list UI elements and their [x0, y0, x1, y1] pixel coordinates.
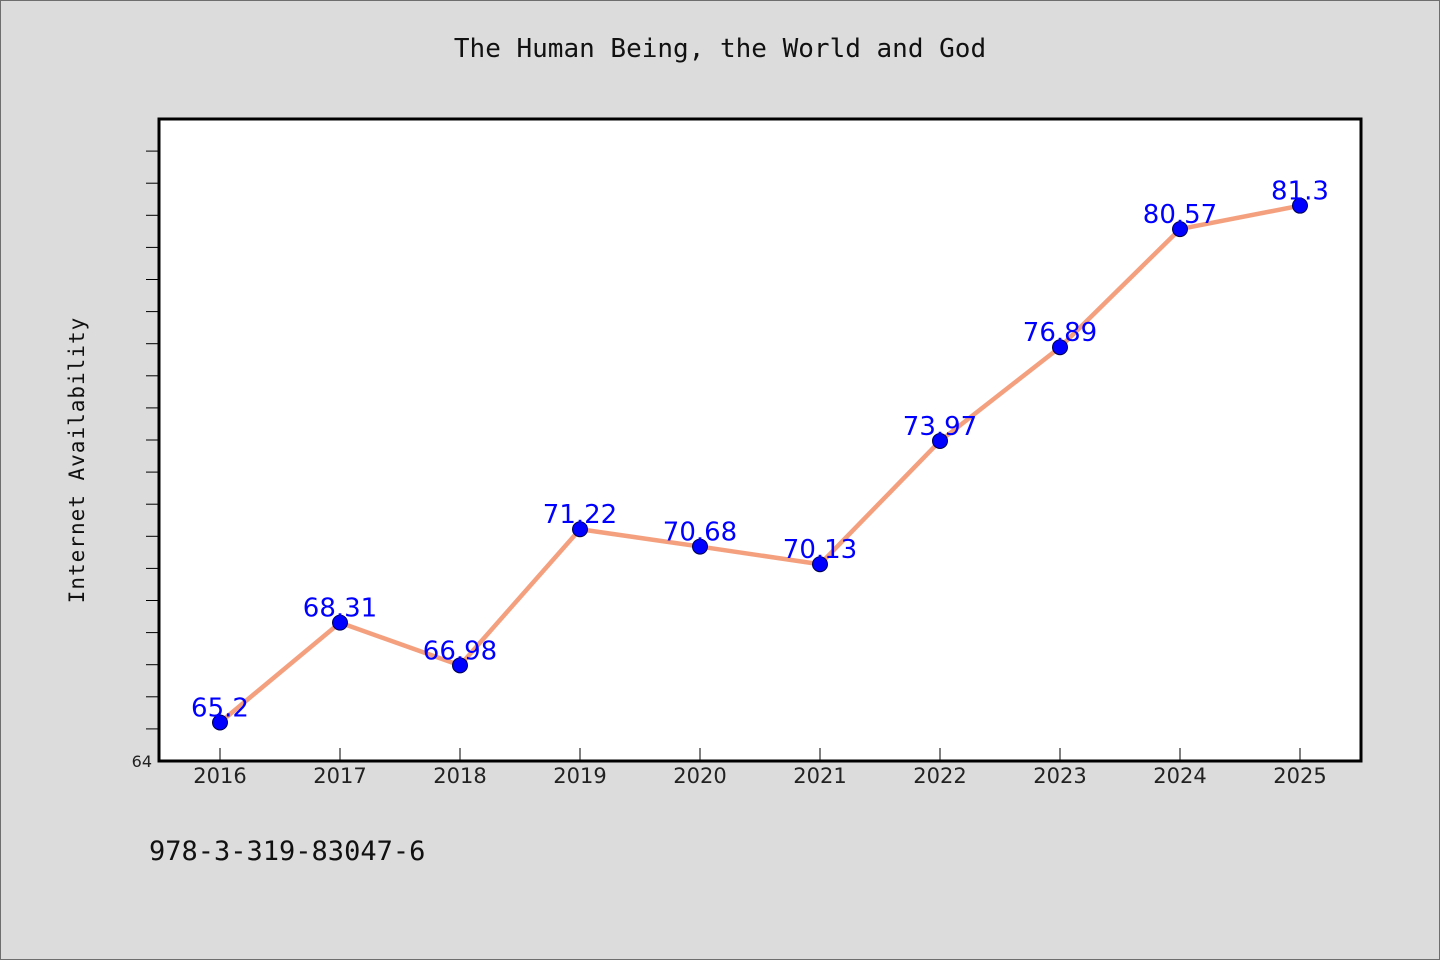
x-tick-label: 2024	[1153, 764, 1206, 788]
x-tick-label: 2023	[1033, 764, 1086, 788]
x-tick-label: 2016	[193, 764, 246, 788]
data-point	[332, 614, 348, 631]
data-label: 81.3	[1271, 177, 1329, 207]
x-tick-label: 2018	[433, 764, 486, 788]
data-label: 65.2	[191, 693, 249, 723]
data-label: 73.97	[903, 412, 977, 442]
x-tick-label: 2025	[1273, 764, 1326, 788]
data-point	[812, 556, 828, 573]
data-label: 70.13	[783, 535, 857, 565]
x-tick-label: 2019	[553, 764, 606, 788]
data-label: 80.57	[1143, 200, 1217, 230]
data-point	[1292, 197, 1308, 214]
data-point	[692, 538, 708, 555]
x-axis-ticks	[219, 748, 1301, 761]
data-point	[932, 432, 948, 449]
y-axis-ticks	[146, 150, 159, 730]
series-line	[217, 203, 1303, 725]
series-layer: 65.2 68.31 66.98 71.22 70.68 70.13 73.97 76.89 8…	[191, 177, 1329, 731]
data-label: 76.89	[1023, 318, 1097, 348]
x-tick-label: 2022	[913, 764, 966, 788]
x-tick-label: 2020	[673, 764, 726, 788]
data-label: 68.31	[303, 594, 377, 624]
data-label: 66.98	[423, 636, 497, 666]
data-label: 70.68	[663, 518, 737, 548]
data-point	[1052, 339, 1068, 356]
x-axis-tick-labels: 2016 2017 2018 2019 2020 2021 2022 2023 2024 2025	[193, 764, 1326, 788]
x-tick-label: 2017	[313, 764, 366, 788]
x-tick-label: 2021	[793, 764, 846, 788]
data-point	[452, 657, 468, 674]
data-label: 71.22	[543, 500, 617, 530]
y-axis-min-label: 64	[132, 752, 152, 771]
chart-title: The Human Being, the World and God	[453, 34, 987, 64]
data-point	[572, 521, 588, 538]
isbn-text: 978-3-319-83047-6	[149, 836, 426, 867]
data-point	[1172, 221, 1188, 238]
data-point	[212, 714, 228, 731]
plot-area	[157, 117, 1363, 763]
